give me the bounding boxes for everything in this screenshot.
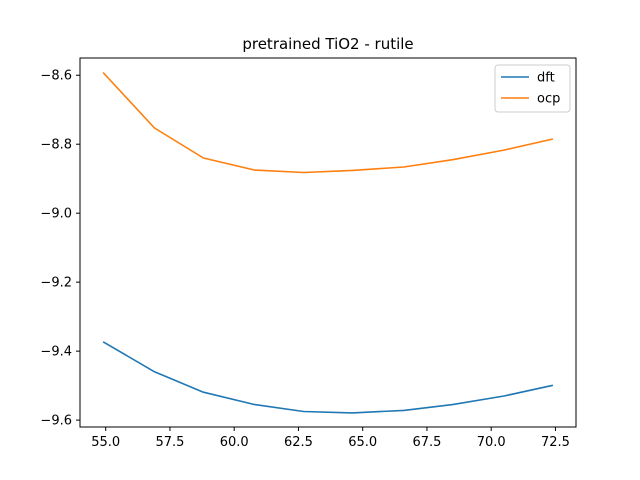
- x-tick-label: 55.0: [91, 435, 120, 450]
- series-lines: [102, 71, 554, 414]
- y-tick-label: −8.8: [40, 138, 72, 153]
- legend: dft ocp: [494, 64, 571, 113]
- x-tick-label: 70.0: [477, 435, 506, 450]
- plot-frame: [79, 57, 577, 428]
- legend-label-ocp: ocp: [537, 92, 560, 107]
- x-tick-label: 72.5: [541, 435, 570, 450]
- x-tick-label: 62.5: [284, 435, 313, 450]
- y-tick-label: −9.6: [40, 414, 72, 429]
- y-tick-label: −9.4: [40, 345, 72, 360]
- series-line-ocp: [102, 71, 554, 174]
- series-line-dft: [102, 341, 554, 414]
- y-tick-label: −9.2: [40, 276, 72, 291]
- x-tick-label: 57.5: [155, 435, 184, 450]
- chart-title: pretrained TiO2 - rutile: [242, 35, 413, 53]
- x-tick-label: 60.0: [220, 435, 249, 450]
- y-tick-label: −8.6: [40, 69, 72, 84]
- x-tick-label: 65.0: [348, 435, 377, 450]
- legend-label-dft: dft: [537, 71, 555, 86]
- x-tick-label: 67.5: [412, 435, 441, 450]
- axis-ticks: 55.0 57.5 60.0 62.5 65.0 67.5 70.0 72.5 −9.6 −9.4…: [40, 69, 569, 450]
- y-tick-label: −9.0: [40, 207, 72, 222]
